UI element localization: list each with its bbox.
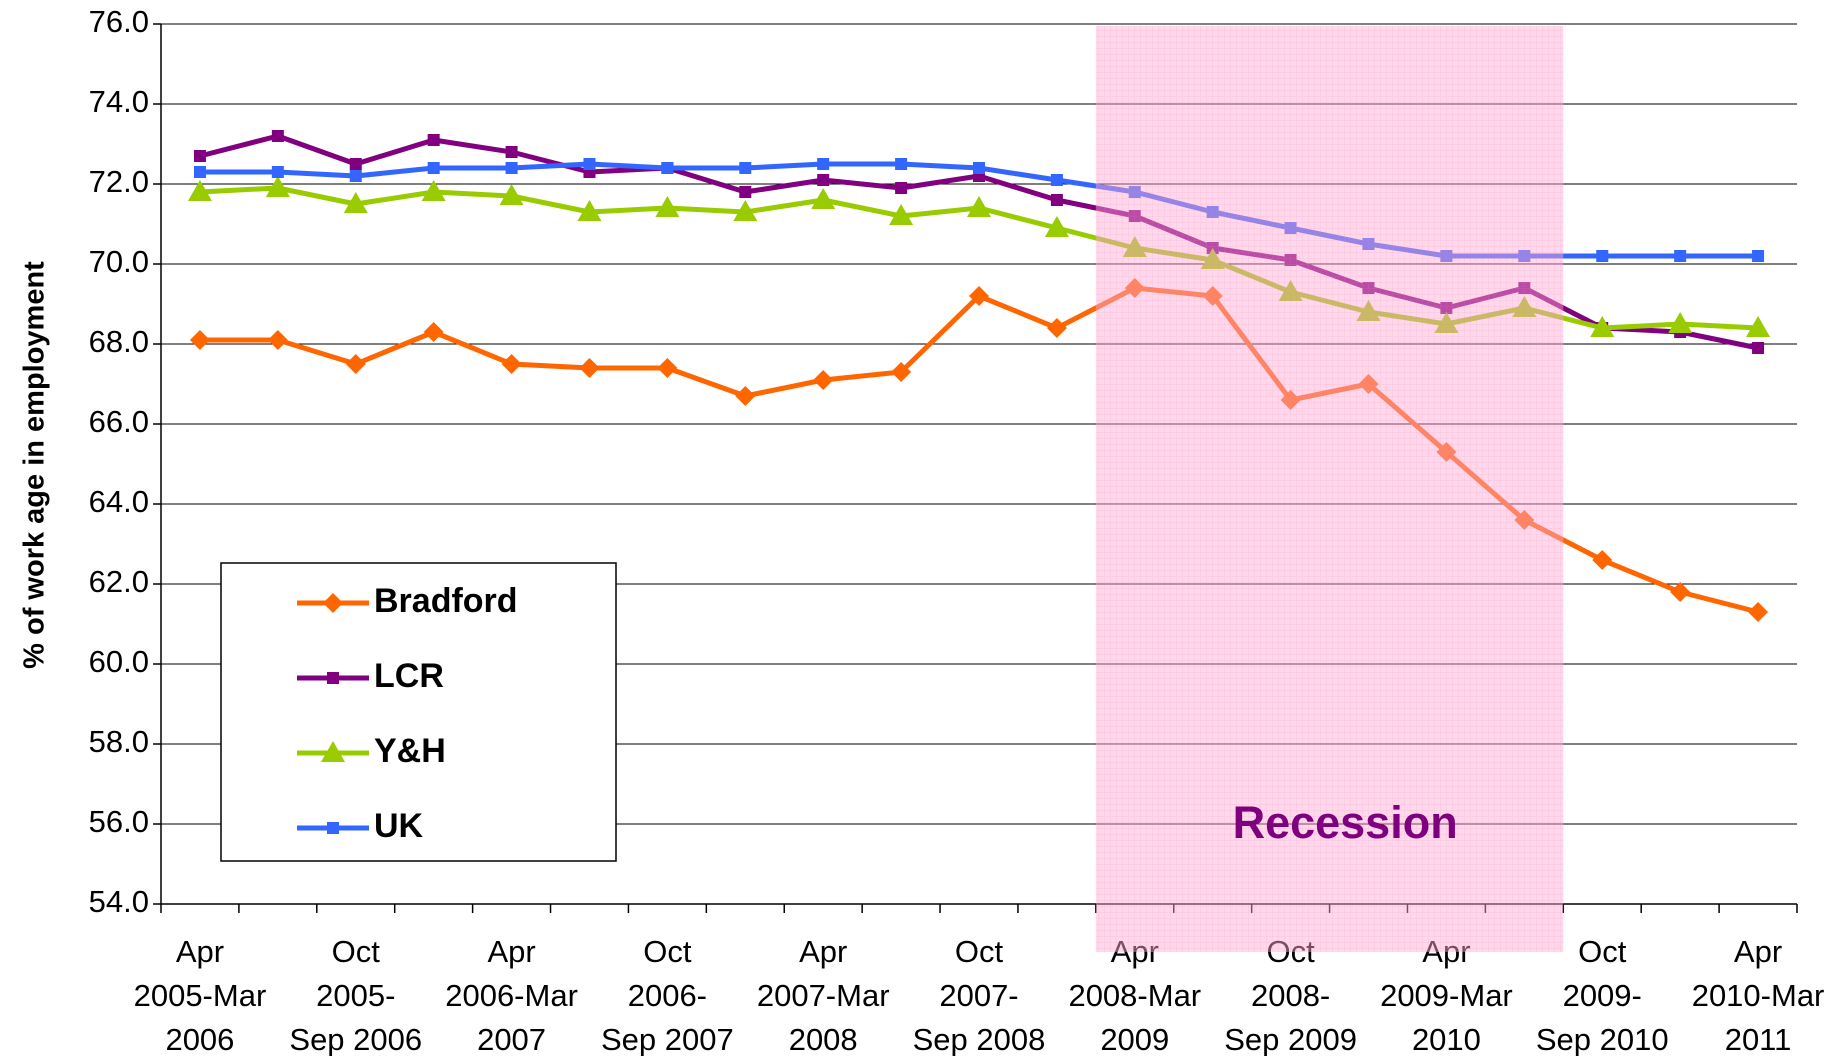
point [427,162,440,174]
x-tick-label: Apr 2007-Mar 2008 [757,934,890,1056]
y-tick-label: 56.0 [89,804,149,839]
y-tick-label: 74.0 [89,84,149,119]
legend-item: Y&H [297,732,446,770]
y-tick-label: 58.0 [89,724,149,759]
point [1746,316,1771,337]
point [1752,342,1765,354]
x-tick-label: Apr 2005-Mar 2006 [134,934,267,1056]
point [969,286,989,306]
point [817,174,830,186]
point [1592,550,1613,570]
point [661,162,674,174]
point [265,176,290,197]
x-tick-label: Oct 2006-Sep 2007 [601,934,734,1056]
point [579,358,600,378]
y-tick-label: 72.0 [89,164,149,199]
point [1596,250,1609,262]
y-tick-label: 76.0 [89,4,149,39]
point [345,354,366,374]
point [1670,582,1691,602]
legend-marker [321,741,345,762]
legend-label: UK [374,807,424,845]
legend-label: LCR [374,657,444,695]
point [187,180,212,201]
point [1752,250,1765,262]
legend-item: UK [297,807,424,845]
point [1748,602,1769,622]
point [895,182,908,194]
point [499,184,524,205]
annotation: Recession [1233,797,1458,848]
point [733,200,758,221]
point [1044,216,1069,237]
y-tick-label: 66.0 [89,404,149,439]
point [735,386,756,406]
point [895,158,908,170]
point [1050,174,1063,186]
y-tick-label: 60.0 [89,644,149,679]
point [1046,318,1067,338]
point [349,170,362,182]
point [1050,194,1063,206]
y-tick-label: 64.0 [89,484,149,519]
point [501,354,522,374]
point [421,180,446,201]
x-tick-label: Apr 2006-Mar 2007 [445,934,578,1056]
point [193,150,206,162]
point [655,196,680,217]
legend-item: Bradford [297,582,518,620]
y-tick-label: 70.0 [89,244,149,279]
point [193,166,206,178]
point [973,162,985,174]
legend-item: LCR [297,657,444,695]
legend-marker [323,593,343,613]
legend-marker [327,822,339,834]
legend-label: Y&H [374,732,446,770]
point [583,158,596,170]
x-tick-label: Oct 2007-Sep 2008 [913,934,1046,1056]
point [1668,312,1693,333]
point [271,166,284,178]
point [817,158,830,170]
legend-box [220,562,617,862]
x-tick-label: Oct2008-Sep 2009 [1224,934,1357,1056]
point [189,330,210,350]
point [889,204,914,225]
point [423,322,444,342]
legend-label: Bradford [374,582,518,620]
point [349,158,362,170]
point [1590,316,1615,337]
point [577,200,602,221]
point [739,162,752,174]
y-tick-label: 62.0 [89,564,149,599]
point [271,130,284,142]
point [967,196,991,217]
point [811,188,836,209]
point [505,162,518,174]
recession-band [1095,26,1564,952]
point [813,370,834,390]
legend-marker [327,672,339,684]
y-tick-label: 68.0 [89,324,149,359]
y-tick-label: 54.0 [89,884,149,919]
point [343,192,368,213]
y-axis-title: % of work age in employment [19,261,51,669]
point [427,134,440,146]
point [739,186,752,198]
point [505,146,518,158]
x-tick-label: Oct 2009-Sep 2010 [1536,934,1669,1056]
x-tick-label: Apr 2010-Mar 2011 [1692,934,1825,1056]
point [1674,250,1687,262]
point [267,330,288,350]
x-tick-label: Oct 2005-Sep 2006 [289,934,422,1056]
point [657,358,678,378]
point [891,362,912,382]
